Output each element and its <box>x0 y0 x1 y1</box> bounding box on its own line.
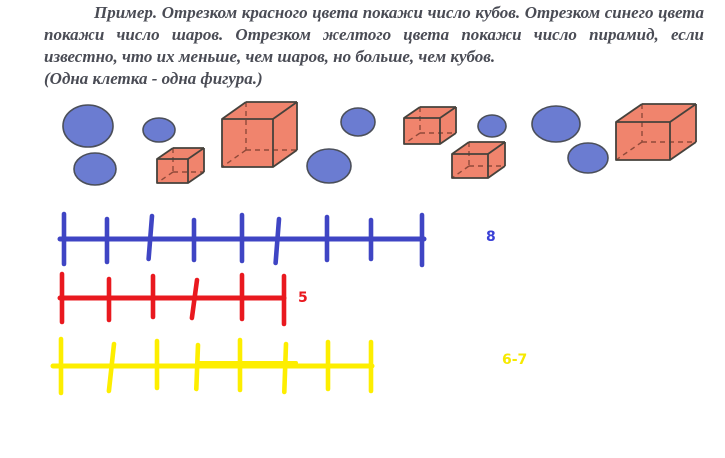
cube-figure <box>451 141 506 179</box>
cube-figure <box>221 101 298 168</box>
blue-tick <box>146 213 155 262</box>
sphere-figure <box>62 104 114 148</box>
yellow-segment-value: 6-7 <box>502 352 528 368</box>
red-tick <box>189 277 200 321</box>
blue-tick <box>273 216 282 266</box>
sphere-figure <box>567 142 609 174</box>
sphere-figure <box>306 148 352 184</box>
blue-segment-value: 8 <box>486 229 496 245</box>
cube-figure <box>156 147 205 184</box>
yellow-tick <box>106 341 117 394</box>
blue-segment <box>57 211 427 268</box>
cube-figure <box>403 106 457 145</box>
task-note: (Одна клетка - одна фигура.) <box>44 69 263 88</box>
yellow-segment <box>50 336 375 396</box>
sphere-figure <box>477 114 507 138</box>
task-block: Пример. Отрезком красного цвета покажи ч… <box>44 2 704 90</box>
yellow-tick <box>281 341 289 395</box>
red-segment-value: 5 <box>298 290 308 306</box>
sphere-figure <box>142 117 176 143</box>
sphere-figure <box>73 152 117 186</box>
yellow-tick <box>194 342 201 392</box>
cube-figure <box>615 103 697 161</box>
sphere-figure <box>340 107 376 137</box>
red-segment <box>57 271 287 327</box>
task-text: Пример. Отрезком красного цвета покажи ч… <box>44 3 704 66</box>
sphere-figure <box>531 105 581 143</box>
